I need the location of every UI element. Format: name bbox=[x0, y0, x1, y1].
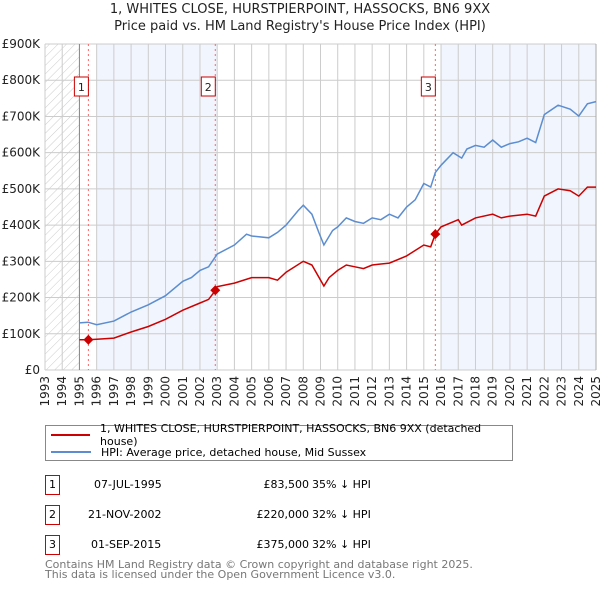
series-line bbox=[79, 186, 596, 341]
sale-point bbox=[83, 334, 94, 345]
sale-marker-box bbox=[200, 76, 216, 97]
x-tick-label: 2014 bbox=[400, 376, 414, 407]
y-tick-label: £800K bbox=[2, 73, 42, 87]
x-tick-label: 2003 bbox=[210, 376, 224, 407]
x-tick-label: 2010 bbox=[331, 376, 345, 407]
y-tick-label: £100K bbox=[2, 327, 42, 341]
shaded-period bbox=[441, 44, 596, 370]
x-tick-label: 1997 bbox=[107, 376, 121, 407]
sale-badge: 1 bbox=[45, 475, 60, 495]
x-tick-label: 2004 bbox=[227, 376, 241, 407]
x-tick-label: 2006 bbox=[262, 376, 276, 407]
x-tick-label: 2002 bbox=[193, 376, 207, 407]
x-tick-label: 2024 bbox=[572, 376, 586, 407]
x-tick-label: 2018 bbox=[468, 376, 482, 407]
sale-marker-box bbox=[420, 76, 436, 97]
sale-marker-label: 2 bbox=[205, 81, 212, 94]
sale-date: 07-JUL-1995 bbox=[94, 478, 162, 491]
price-chart: 1993 1994 1995 1996 1997 1998 1999 2000 2001 2002… bbox=[2, 37, 600, 407]
x-tick-label: 2015 bbox=[417, 376, 431, 407]
x-tick-label: 2023 bbox=[555, 376, 569, 407]
footer-copyright: Contains HM Land Registry data © Crown c… bbox=[45, 558, 473, 571]
legend-item-hpi: HPI: Average price, detached house, Mid … bbox=[46, 444, 366, 460]
sale-hpi-diff: 32% ↓ HPI bbox=[312, 508, 371, 521]
sale-badge: 3 bbox=[45, 535, 60, 555]
x-tick-label: 2009 bbox=[314, 376, 328, 407]
y-tick-label: £700K bbox=[2, 109, 42, 123]
x-tick-label: 2025 bbox=[589, 376, 600, 407]
y-tick-label: £500K bbox=[2, 182, 42, 196]
x-tick-label: 1996 bbox=[90, 376, 104, 407]
sale-marker-label: 1 bbox=[78, 81, 85, 94]
x-tick-label: 2008 bbox=[296, 376, 310, 407]
legend: 1, WHITES CLOSE, HURSTPIERPOINT, HASSOCK… bbox=[45, 422, 513, 461]
sale-badge: 2 bbox=[45, 505, 60, 525]
table-row: 2 21-NOV-2002 £220,000 32% ↓ HPI bbox=[45, 505, 445, 525]
y-tick-label: £600K bbox=[2, 146, 42, 160]
x-tick-label: 1994 bbox=[55, 376, 69, 407]
chart-subtitle: Price paid vs. HM Land Registry's House … bbox=[114, 19, 486, 34]
legend-swatch-red bbox=[51, 434, 91, 436]
sale-price: £83,500 bbox=[263, 478, 310, 491]
legend-label: 1, WHITES CLOSE, HURSTPIERPOINT, HASSOCK… bbox=[100, 422, 482, 448]
sale-point bbox=[430, 229, 441, 240]
footer: Contains HM Land Registry data © Crown c… bbox=[45, 558, 473, 581]
sale-date: 01-SEP-2015 bbox=[91, 538, 162, 551]
legend-label: HPI: Average price, detached house, Mid … bbox=[101, 445, 367, 459]
x-tick-label: 2012 bbox=[365, 376, 379, 407]
y-tick-label: £200K bbox=[2, 291, 42, 305]
sale-price: £375,000 bbox=[256, 538, 310, 551]
y-tick-label: £900K bbox=[2, 37, 42, 51]
table-row: 1 07-JUL-1995 £83,500 35% ↓ HPI bbox=[45, 475, 445, 495]
x-tick-label: 2017 bbox=[451, 376, 465, 407]
x-tick-label: 2022 bbox=[537, 376, 551, 407]
x-tick-label: 2019 bbox=[486, 376, 500, 407]
shaded-period bbox=[96, 44, 218, 370]
y-tick-label: £300K bbox=[2, 254, 42, 268]
x-tick-label: 2021 bbox=[520, 376, 534, 407]
table-row: 3 01-SEP-2015 £375,000 32% ↓ HPI bbox=[45, 535, 445, 555]
sale-marker-box bbox=[73, 76, 89, 97]
legend-item-property: 1, WHITES CLOSE, HURSTPIERPOINT, HASSOCK… bbox=[46, 422, 512, 448]
legend-swatch-blue bbox=[51, 451, 91, 453]
footer-licence: This data is licensed under the Open Gov… bbox=[45, 568, 396, 581]
y-tick-label: £400K bbox=[2, 218, 42, 232]
x-tick-label: 1993 bbox=[38, 376, 52, 407]
x-tick-label: 2005 bbox=[245, 376, 259, 407]
y-tick-label: £0 bbox=[25, 363, 40, 377]
chart-title: 1, WHITES CLOSE, HURSTPIERPOINT, HASSOCK… bbox=[109, 2, 491, 17]
x-tick-label: 2011 bbox=[348, 376, 362, 407]
sale-date: 21-NOV-2002 bbox=[88, 508, 162, 521]
x-tick-label: 1999 bbox=[141, 376, 155, 407]
sale-point bbox=[210, 285, 221, 296]
x-tick-label: 1998 bbox=[124, 376, 138, 407]
x-tick-label: 1995 bbox=[72, 376, 86, 407]
x-tick-label: 2000 bbox=[159, 376, 173, 407]
x-tick-label: 2001 bbox=[176, 376, 190, 407]
sale-hpi-diff: 32% ↓ HPI bbox=[312, 538, 371, 551]
x-tick-label: 2013 bbox=[382, 376, 396, 407]
sale-hpi-diff: 35% ↓ HPI bbox=[312, 478, 371, 491]
series-line bbox=[79, 100, 597, 326]
x-tick-label: 2007 bbox=[279, 376, 293, 407]
x-tick-label: 2016 bbox=[434, 376, 448, 407]
x-tick-label: 2020 bbox=[503, 376, 517, 407]
sale-marker-label: 3 bbox=[425, 81, 432, 94]
sale-price: £220,000 bbox=[256, 508, 310, 521]
